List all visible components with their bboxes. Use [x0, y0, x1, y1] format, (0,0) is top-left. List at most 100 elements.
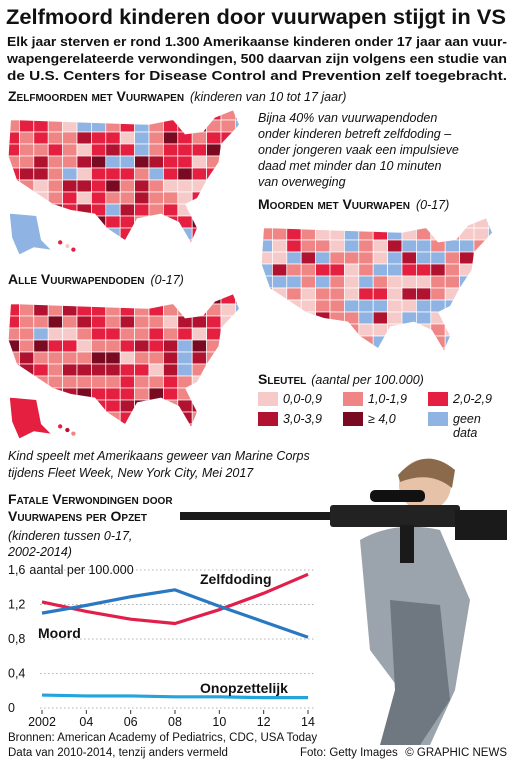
- map-state: [62, 119, 78, 133]
- map-state: [235, 387, 240, 401]
- map-state: [459, 263, 475, 277]
- map-state: [91, 143, 107, 157]
- map-state: [177, 351, 193, 365]
- map-state: [62, 215, 78, 229]
- map-state: [444, 218, 460, 229]
- map-state: [191, 143, 207, 157]
- map-state: [19, 179, 35, 193]
- map-state: [488, 251, 493, 265]
- map-state: [177, 167, 193, 181]
- map-state: [134, 227, 150, 241]
- map-state: [177, 203, 193, 217]
- map-state: [62, 143, 78, 157]
- map-state: [206, 215, 222, 229]
- map-state: [235, 131, 240, 145]
- map-states: [261, 218, 493, 351]
- map-state: [19, 351, 35, 365]
- map-state: [76, 215, 92, 229]
- map-state: [235, 294, 240, 305]
- map-state: [315, 323, 331, 337]
- x-tick-label: 2002: [28, 715, 56, 729]
- map-state: [134, 303, 150, 317]
- map-state: [134, 375, 150, 389]
- map-state: [163, 387, 179, 401]
- map-state: [163, 215, 179, 229]
- map-state: [163, 399, 179, 413]
- map-state: [344, 251, 360, 265]
- map-state: [387, 299, 403, 313]
- map-state: [47, 351, 63, 365]
- map-state: [91, 363, 107, 377]
- map-state: [444, 263, 460, 277]
- map-state: [300, 287, 316, 301]
- map-state: [372, 218, 388, 229]
- y-tick-label: 0,4: [8, 667, 25, 681]
- map-state: [76, 375, 92, 389]
- map-state: [473, 275, 489, 289]
- map-state: [177, 239, 193, 243]
- map-state: [119, 215, 135, 229]
- map-state: [315, 239, 331, 253]
- map-state: [300, 263, 316, 277]
- map-state: [62, 203, 78, 217]
- map-state: [444, 311, 460, 325]
- map-state: [358, 299, 374, 313]
- map-state: [105, 375, 121, 389]
- map-state: [163, 179, 179, 193]
- map-state: [459, 275, 475, 289]
- series-label: Moord: [38, 625, 81, 641]
- map-state: [47, 155, 63, 169]
- map-state: [177, 143, 193, 157]
- map-state: [105, 239, 121, 243]
- map-state: [358, 287, 374, 301]
- map-state: [119, 363, 135, 377]
- map-state: [191, 227, 207, 241]
- map-state: [91, 203, 107, 217]
- map-state: [459, 218, 475, 229]
- map-state: [163, 131, 179, 145]
- map-state: [33, 387, 49, 401]
- map-state: [344, 239, 360, 253]
- map-state: [300, 239, 316, 253]
- map-state: [105, 203, 121, 217]
- map-state: [459, 239, 475, 253]
- map-state: [76, 191, 92, 205]
- map-state: [430, 347, 446, 351]
- map-state: [33, 167, 49, 181]
- map-state: [134, 203, 150, 217]
- map-state: [148, 363, 164, 377]
- map-state: [91, 179, 107, 193]
- map-state: [91, 423, 107, 427]
- map-state: [444, 299, 460, 313]
- map-state: [47, 339, 63, 353]
- map-state: [315, 335, 331, 349]
- map-state: [401, 299, 417, 313]
- map-state: [473, 218, 489, 229]
- map-state: [191, 327, 207, 341]
- map-state: [76, 203, 92, 217]
- map-state: [76, 363, 92, 377]
- map-state: [235, 423, 240, 427]
- x-tick-label: 14: [301, 715, 315, 729]
- map-state: [430, 251, 446, 265]
- map-state: [372, 335, 388, 349]
- map-alaska: [9, 213, 51, 255]
- map-state: [473, 239, 489, 253]
- map-state: [91, 375, 107, 389]
- map-state: [105, 227, 121, 241]
- map-state: [8, 294, 20, 305]
- map-state: [191, 294, 207, 305]
- map-state: [387, 323, 403, 337]
- map-state: [261, 347, 273, 351]
- map-state: [286, 347, 302, 351]
- map-state: [163, 327, 179, 341]
- map-state: [105, 131, 121, 145]
- map-state: [177, 227, 193, 241]
- map-state: [76, 423, 92, 427]
- map-state: [329, 299, 345, 313]
- map-state: [134, 399, 150, 413]
- map-state: [272, 335, 288, 349]
- map-state: [119, 143, 135, 157]
- map-state: [76, 303, 92, 317]
- map-state: [105, 399, 121, 413]
